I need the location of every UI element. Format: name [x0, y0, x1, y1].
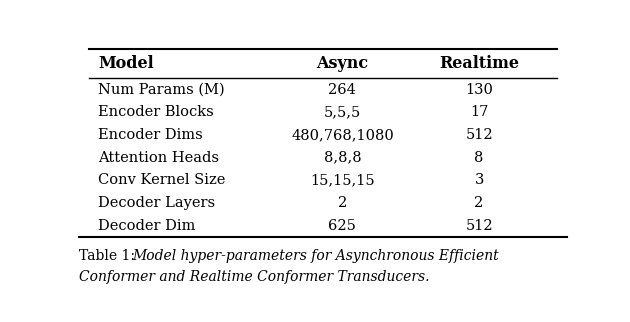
Text: Table 1:: Table 1:: [79, 250, 135, 263]
Text: 15,15,15: 15,15,15: [310, 173, 375, 187]
Text: 130: 130: [465, 83, 493, 97]
Text: 17: 17: [470, 105, 488, 119]
Text: 480,768,1080: 480,768,1080: [291, 128, 394, 142]
Text: Encoder Blocks: Encoder Blocks: [98, 105, 214, 119]
Text: Realtime: Realtime: [439, 55, 519, 72]
Text: Decoder Layers: Decoder Layers: [98, 196, 215, 210]
Text: Conformer and Realtime Conformer Transducers.: Conformer and Realtime Conformer Transdu…: [79, 270, 429, 284]
Text: 512: 512: [466, 219, 493, 233]
Text: 8,8,8: 8,8,8: [324, 151, 361, 165]
Text: Num Params (M): Num Params (M): [98, 83, 225, 97]
Text: 5,5,5: 5,5,5: [324, 105, 361, 119]
Text: Async: Async: [316, 55, 369, 72]
Text: Encoder Dims: Encoder Dims: [98, 128, 203, 142]
Text: 8: 8: [474, 151, 484, 165]
Text: Model hyper-parameters for Asynchronous Efficient: Model hyper-parameters for Asynchronous …: [132, 250, 499, 263]
Text: 512: 512: [466, 128, 493, 142]
Text: 2: 2: [474, 196, 484, 210]
Text: 3: 3: [474, 173, 484, 187]
Text: 625: 625: [328, 219, 357, 233]
Text: Attention Heads: Attention Heads: [98, 151, 219, 165]
Text: 2: 2: [338, 196, 347, 210]
Text: Decoder Dim: Decoder Dim: [98, 219, 196, 233]
Text: Conv Kernel Size: Conv Kernel Size: [98, 173, 226, 187]
Text: 264: 264: [328, 83, 357, 97]
Text: Model: Model: [98, 55, 154, 72]
